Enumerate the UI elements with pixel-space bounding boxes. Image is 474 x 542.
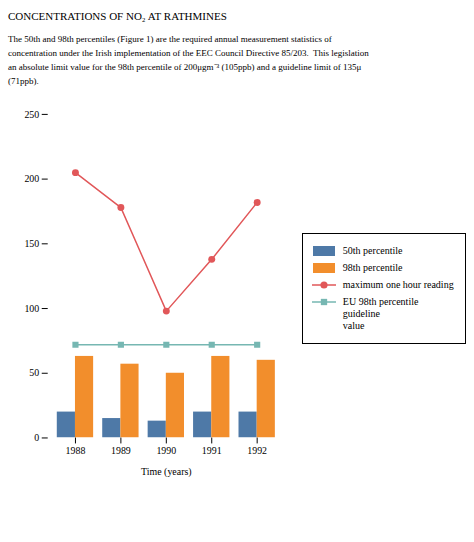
html-text:concentration under the Irish: concentration under the Irish implementa…: [8, 48, 369, 58]
svg-text:100: 100: [24, 303, 39, 314]
svg-text:Time (years): Time (years): [141, 466, 192, 477]
svg-text:50: 50: [29, 367, 39, 378]
html-text:maximum one hour reading: maximum one hour reading: [342, 279, 454, 291]
html-text:50th percentile: 50th percentile: [342, 245, 403, 257]
svg-text:250: 250: [24, 109, 39, 120]
svg-text:1992: 1992: [247, 445, 267, 456]
html-text:98th percentile: 98th percentile: [342, 262, 403, 274]
svg-text:1991: 1991: [202, 445, 222, 456]
html-text:(71ppb).: (71ppb).: [8, 76, 39, 86]
svg-text:150: 150: [24, 238, 39, 249]
svg-text:1989: 1989: [111, 445, 131, 456]
svg-text:200: 200: [24, 173, 39, 184]
svg-text:0: 0: [34, 432, 39, 443]
html-text:EU 98th percentile guideline v: EU 98th percentile guideline value: [342, 296, 419, 332]
svg-text:1990: 1990: [156, 445, 176, 456]
html-text:CONCENTRATIONS OF NO₂ AT RATHM: CONCENTRATIONS OF NO₂ AT RATHMINES: [8, 10, 227, 22]
svg-text:1988: 1988: [66, 445, 86, 456]
html-text:an absolute limit value for th: an absolute limit value for the 98th per…: [8, 62, 362, 72]
html-text:The 50th and 98th percentiles: The 50th and 98th percentiles (Figure 1)…: [8, 34, 332, 44]
